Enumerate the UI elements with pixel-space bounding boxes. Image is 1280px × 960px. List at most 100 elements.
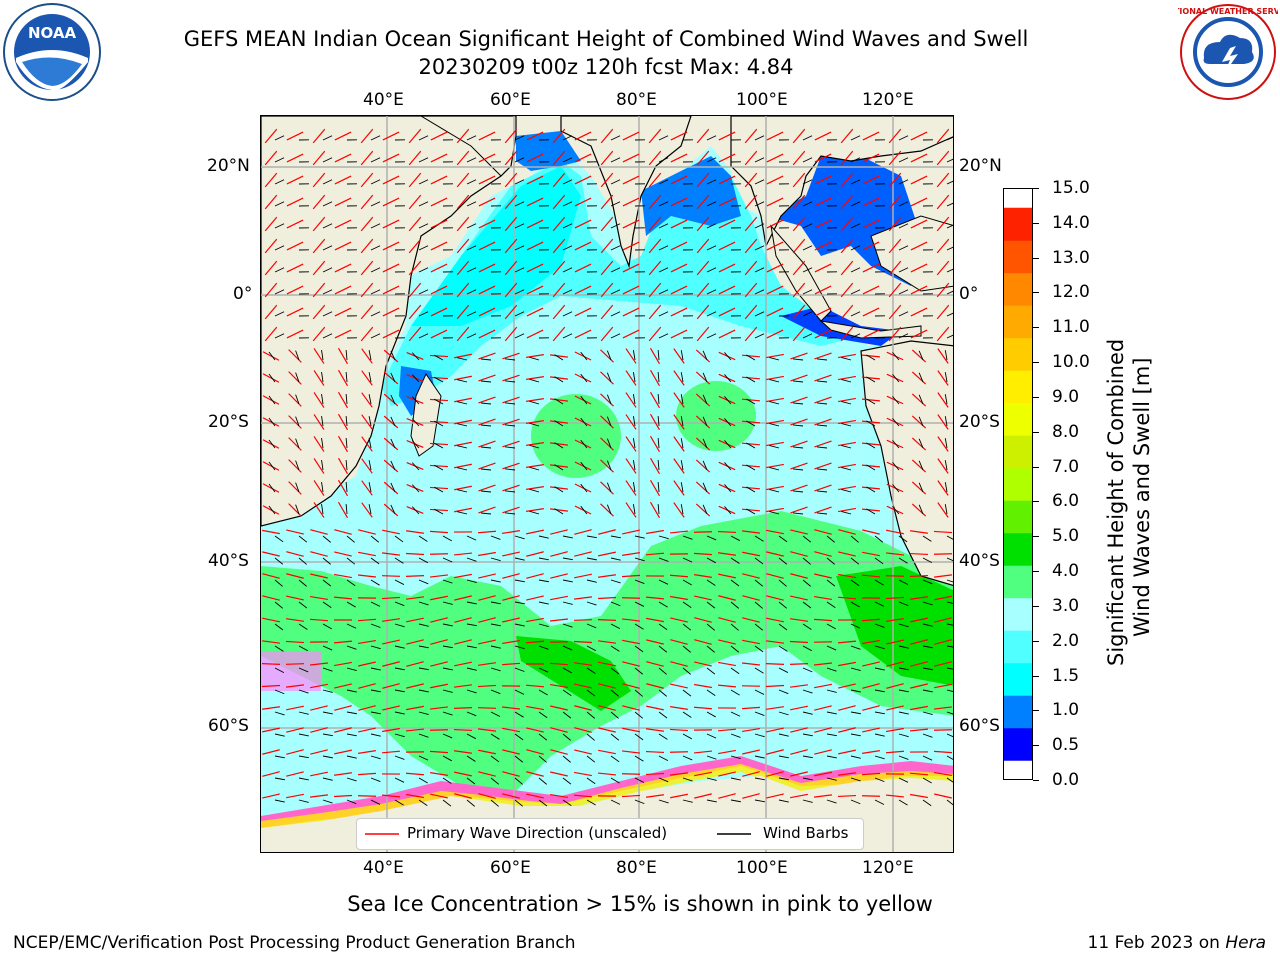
wind-barb (538, 667, 549, 673)
wind-barb (730, 535, 741, 542)
wave-direction-arrow (838, 529, 856, 535)
wind-barb (850, 689, 861, 693)
wind-barb (817, 424, 828, 427)
wave-direction-arrow (814, 374, 832, 382)
wind-barb (554, 420, 564, 427)
wave-direction-arrow (813, 618, 833, 622)
wave-direction-arrow (766, 551, 784, 557)
wave-direction-arrow (933, 530, 953, 534)
wind-barb (434, 486, 444, 493)
wave-direction-arrow (313, 392, 325, 408)
wave-direction-arrow (382, 131, 400, 141)
wave-direction-arrow (862, 153, 880, 163)
wave-direction-arrow (526, 573, 544, 579)
wave-direction-arrow (718, 175, 736, 185)
wave-direction-arrow (574, 749, 592, 755)
wave-direction-arrow (766, 463, 784, 469)
wave-direction-arrow (814, 440, 832, 448)
wave-direction-arrow (933, 706, 953, 710)
wave-direction-arrow (910, 596, 928, 600)
wave-direction-arrow (792, 150, 806, 166)
wave-direction-arrow (262, 551, 280, 557)
wave-direction-arrow (408, 326, 422, 342)
wave-direction-arrow (597, 772, 617, 776)
lat-tick-right: 20°N (959, 156, 1002, 176)
wave-direction-arrow (718, 307, 736, 317)
wind-barb (634, 755, 644, 762)
wind-barb (368, 438, 372, 449)
wind-barb (706, 711, 716, 718)
wave-direction-arrow (888, 326, 902, 342)
wind-barb (898, 755, 909, 760)
wind-barb (841, 444, 852, 449)
wave-direction-arrow (766, 529, 784, 535)
wave-direction-arrow (574, 705, 592, 711)
wind-barb (514, 645, 525, 650)
wave-direction-arrow (478, 241, 496, 251)
wind-barb (274, 689, 285, 695)
wave-direction-arrow (382, 529, 400, 535)
wave-direction-arrow (454, 595, 472, 601)
colorbar-segment (1004, 500, 1032, 534)
wave-direction-arrow (696, 326, 710, 342)
wave-direction-arrow (337, 369, 349, 387)
wind-barb (490, 601, 501, 605)
wave-direction-arrow (910, 153, 928, 163)
wave-direction-arrow (288, 503, 302, 517)
wave-direction-arrow (741, 354, 761, 358)
wave-direction-arrow (744, 326, 758, 342)
wave-direction-arrow (552, 326, 566, 342)
wave-direction-arrow (456, 304, 470, 320)
wave-direction-arrow (910, 617, 928, 623)
wind-barb (368, 416, 372, 427)
wave-direction-arrow (430, 153, 448, 163)
wave-direction-arrow (549, 398, 569, 402)
wind-barb (682, 799, 693, 803)
wave-direction-arrow (552, 238, 566, 254)
wave-direction-arrow (766, 617, 784, 623)
wind-barb (658, 557, 669, 562)
wave-direction-arrow (792, 128, 806, 144)
wave-direction-arrow (382, 639, 400, 645)
wave-direction-arrow (360, 216, 374, 232)
colorbar-tick-mark (1033, 292, 1039, 294)
wind-barb (802, 711, 813, 715)
wave-direction-arrow (550, 683, 568, 689)
wind-barb (274, 601, 284, 609)
wave-direction-arrow (741, 420, 761, 424)
wave-direction-arrow (886, 727, 904, 733)
wind-barb (778, 623, 788, 631)
wind-barb (898, 333, 909, 339)
wave-direction-arrow (766, 241, 784, 251)
wave-direction-arrow (574, 727, 592, 733)
wind-barb (874, 645, 885, 650)
wind-barb (754, 733, 765, 738)
wave-direction-arrow (649, 413, 661, 431)
wave-direction-arrow (310, 705, 328, 711)
wind-barb (586, 777, 596, 785)
lon-tick-top: 120°E (862, 90, 914, 110)
wind-barb (866, 398, 876, 405)
wind-barb (754, 311, 765, 317)
wave-direction-arrow (429, 706, 449, 710)
wind-barb (841, 466, 852, 471)
wave-direction-arrow (429, 464, 449, 468)
wind-barb (730, 557, 740, 564)
wind-barb (298, 689, 309, 694)
wave-direction-arrow (285, 684, 305, 688)
wind-barb (610, 777, 620, 784)
colorbar-segment (1004, 402, 1032, 436)
wind-barb (850, 733, 861, 737)
wind-barb (580, 395, 588, 405)
wave-direction-arrow (936, 128, 950, 144)
wave-direction-arrow (673, 502, 685, 518)
wave-direction-arrow (286, 285, 304, 295)
wind-barb (706, 535, 717, 541)
wind-barb (944, 438, 948, 449)
wave-direction-arrow (406, 596, 424, 600)
wind-barb (514, 157, 525, 163)
wind-barb (505, 424, 516, 427)
wave-direction-arrow (502, 374, 520, 382)
wind-barb (298, 667, 309, 673)
wave-direction-arrow (430, 197, 448, 207)
